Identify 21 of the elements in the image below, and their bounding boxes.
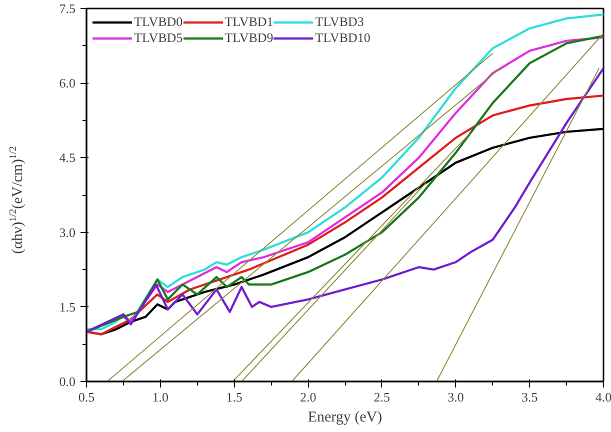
x-tick-label: 3.0	[448, 390, 464, 404]
y-tick-label: 0.0	[59, 374, 76, 389]
y-tick-label: 1.5	[59, 299, 76, 314]
x-tick-label: 2.0	[300, 390, 316, 404]
x-tick-label: 1.0	[152, 390, 168, 404]
x-axis-title: Energy (eV)	[308, 410, 382, 426]
x-tick-label: 0.5	[78, 390, 95, 404]
x-tick-label: 3.5	[522, 390, 538, 404]
x-tick-label: 2.5	[374, 390, 390, 404]
y-tick-label: 6.0	[59, 76, 76, 91]
legend-label: TLVBD10	[315, 30, 370, 46]
legend-label: TLVBD9	[224, 30, 274, 46]
y-tick-label: 7.5	[59, 1, 76, 16]
legend-label: TLVBD0	[134, 14, 183, 30]
y-tick-label: 4.5	[59, 150, 76, 166]
x-tick-label: 1.5	[226, 390, 242, 404]
x-tick-label: 4.0	[595, 390, 611, 404]
legend-label: TLVBD5	[134, 30, 183, 46]
legend-label: TLVBD1	[224, 14, 274, 30]
y-tick-label: 3.0	[59, 224, 76, 240]
legend-label: TLVBD3	[315, 14, 364, 30]
